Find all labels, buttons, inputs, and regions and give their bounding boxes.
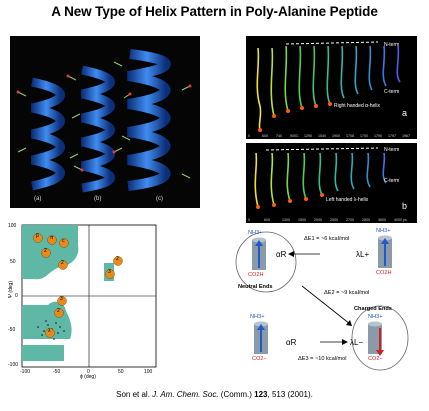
x-tick-neg100: -100 xyxy=(20,369,31,375)
citation-volume: 123 xyxy=(254,390,268,399)
nh3-label-4: NH3+ xyxy=(368,314,383,320)
cylinder-4 xyxy=(368,321,384,356)
n-term-label-a: N-term xyxy=(384,42,400,48)
y-tick-100: 100 xyxy=(8,223,17,229)
alpha-r-label-1: αR xyxy=(276,250,287,259)
delta-e2-label: ΔE2 = ~9 kcal/mol xyxy=(324,290,370,296)
region-label-3a: 3 xyxy=(108,269,111,275)
figure-title: A New Type of Helix Pattern in Poly-Alan… xyxy=(51,4,378,19)
citation-authors: Son et al. xyxy=(116,390,150,399)
region-label-2c: 2 xyxy=(116,256,119,262)
charged-ends-label: Charged Ends xyxy=(354,306,392,312)
x-tick-50: 50 xyxy=(118,369,124,375)
region-label-c: c xyxy=(62,238,65,244)
cylinder-3 xyxy=(254,321,268,354)
helix-b xyxy=(81,65,115,193)
y-tick-neg100: -100 xyxy=(8,362,19,368)
helix-ribbons xyxy=(16,49,192,193)
alpha-r-label-2: αR xyxy=(286,338,297,347)
citation-pages: , 513 (2001). xyxy=(267,390,313,399)
scheme-diagram xyxy=(235,231,409,371)
co2h-label-2: CO2H xyxy=(376,270,392,276)
delta-e3-label: ΔE3 = ~10 kcal/mol xyxy=(298,356,347,362)
helix-label-c: (c) xyxy=(156,196,163,202)
y-axis-label: Ψ (deg) xyxy=(8,281,14,299)
trajectory-snapshots-a xyxy=(256,41,401,132)
y-tick-50: 50 xyxy=(10,259,16,265)
co2-label-2: CO2− xyxy=(368,356,383,362)
x-tick-100: 100 xyxy=(144,369,153,375)
region-markers xyxy=(33,233,123,338)
neutral-ends-label: Neutral Ends xyxy=(238,284,273,290)
helix-c xyxy=(127,49,171,191)
cylinder-1 xyxy=(252,237,266,270)
nh3-label-2: NH3+ xyxy=(376,228,391,234)
region-label-beta: β xyxy=(36,233,39,239)
citation: Son et al. J. Am. Chem. Soc. (Comm.) 123… xyxy=(0,390,429,399)
citation-type: (Comm.) xyxy=(220,390,252,399)
region-label-3b: 3 xyxy=(60,296,63,302)
region-label-2d: 2 xyxy=(57,308,60,314)
trajectory-snapshots-b xyxy=(254,147,387,209)
simulation-panel-b: N-term C-term Left handed λ-helix b 0 60… xyxy=(246,143,417,223)
helix-a xyxy=(31,77,65,191)
helix-label-b: (b) xyxy=(94,196,102,202)
helix-structures-image: (a) (b) (c) xyxy=(10,36,200,208)
cylinder-2 xyxy=(378,235,392,268)
helix-label-a: (a) xyxy=(34,196,42,202)
nh3-label-1: NH3+ xyxy=(248,230,263,236)
bottom-region xyxy=(22,345,64,361)
x-axis-label: ϕ (deg) xyxy=(80,374,96,380)
c-term-label-b: C-term xyxy=(384,178,400,184)
co2h-label-1: CO2H xyxy=(248,272,264,278)
panel-letter-b: b xyxy=(402,201,408,211)
x-tick-0: 0 xyxy=(87,369,90,375)
region-label-2a: 2 xyxy=(44,248,47,254)
n-term-label-b: N-term xyxy=(384,147,400,153)
caption-b: Left handed λ-helix xyxy=(326,197,369,203)
nh3-label-3: NH3+ xyxy=(250,314,265,320)
lambda-l-label-2: λL− xyxy=(350,338,364,347)
y-tick-0: 0 xyxy=(15,293,18,299)
co2-label-1: CO2− xyxy=(252,356,267,362)
region-label-pi: π xyxy=(50,235,54,241)
region-label-lambda: λ xyxy=(48,328,51,334)
x-tick-neg50: -50 xyxy=(53,369,61,375)
region-label-2b: 2 xyxy=(61,260,64,266)
lambda-l-label-1: λL+ xyxy=(356,250,370,259)
ramachandran-plot: β π c 2 2 3 2 3 2 λ 100 50 0 -50 -100 Ψ … xyxy=(8,221,161,381)
energy-scheme: NH3+ CO2H αR Neutral Ends ΔE1 = ~6 kcal/… xyxy=(232,228,427,400)
y-tick-neg50: -50 xyxy=(8,327,16,333)
ramachandran-canvas xyxy=(21,224,157,368)
c-term-label-a: C-term xyxy=(384,89,400,95)
panel-letter-a: a xyxy=(402,108,408,118)
delta-e1-label: ΔE1 = ~6 kcal/mol xyxy=(304,236,350,242)
caption-a: Right handed α-helix xyxy=(334,103,380,109)
citation-journal: J. Am. Chem. Soc. xyxy=(152,390,219,399)
simulation-panel-a: N-term C-term Right handed α-helix a 0 6… xyxy=(246,36,417,139)
